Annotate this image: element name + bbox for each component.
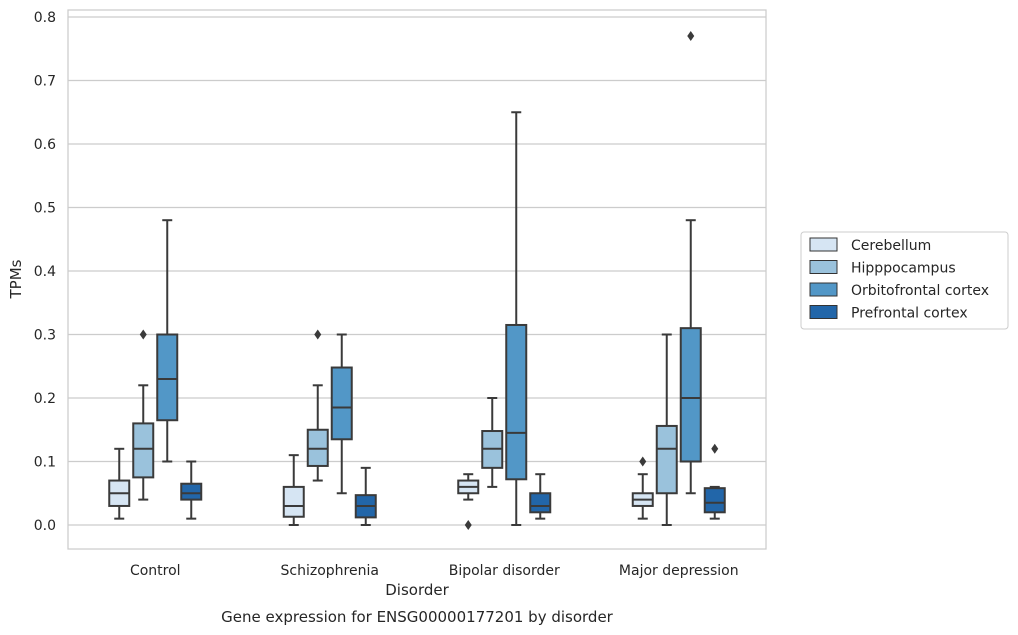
y-tick-label: 0.5 bbox=[34, 201, 56, 217]
y-tick-label: 0.8 bbox=[34, 10, 56, 26]
box-1-0 bbox=[133, 330, 153, 500]
box-3-1 bbox=[356, 468, 376, 525]
box-0-3 bbox=[633, 457, 653, 519]
legend-label: Prefrontal cortex bbox=[851, 306, 968, 322]
iqr-box bbox=[681, 328, 701, 461]
legend: Cerebellum Hipppocampus Orbitofrontal cort… bbox=[801, 232, 1008, 329]
y-tick-label: 0.2 bbox=[34, 391, 56, 407]
x-axis-ticks: Control Schizophrenia Bipolar disorder Majo… bbox=[130, 563, 739, 579]
iqr-box bbox=[332, 368, 352, 440]
legend-label: Hipppocampus bbox=[851, 261, 956, 277]
y-tick-label: 0.6 bbox=[34, 137, 56, 153]
box-2-2 bbox=[506, 112, 526, 525]
iqr-box bbox=[506, 325, 526, 479]
box-0-1 bbox=[284, 455, 304, 525]
box-3-3 bbox=[705, 444, 725, 519]
x-tick-label: Control bbox=[130, 563, 181, 579]
iqr-box bbox=[705, 488, 725, 512]
y-tick-label: 0.4 bbox=[34, 264, 56, 280]
outlier-point bbox=[140, 330, 147, 340]
x-tick-label: Major depression bbox=[619, 563, 739, 579]
outlier-point bbox=[639, 457, 646, 467]
legend-label: Cerebellum bbox=[851, 238, 931, 254]
y-tick-label: 0.3 bbox=[34, 328, 56, 344]
box-3-2 bbox=[530, 474, 550, 518]
legend-label: Orbitofrontal cortex bbox=[851, 283, 989, 299]
outlier-point bbox=[314, 330, 321, 340]
x-tick-label: Bipolar disorder bbox=[449, 563, 560, 579]
iqr-box bbox=[133, 423, 153, 477]
legend-swatch bbox=[810, 283, 837, 296]
box-2-3 bbox=[681, 31, 701, 493]
box-1-2 bbox=[482, 398, 502, 487]
box-1-3 bbox=[657, 335, 677, 526]
y-axis-ticks: 0.0 0.1 0.2 0.3 0.4 0.5 0.6 0.7 0.8 bbox=[34, 10, 56, 534]
y-tick-label: 0.1 bbox=[34, 455, 56, 471]
box-2-1 bbox=[332, 335, 352, 494]
iqr-box bbox=[181, 484, 201, 500]
outlier-point bbox=[687, 31, 694, 41]
x-axis-title: Disorder bbox=[385, 581, 449, 599]
iqr-box bbox=[530, 493, 550, 512]
legend-swatch bbox=[810, 306, 837, 319]
iqr-box bbox=[657, 426, 677, 493]
box-2-0 bbox=[157, 220, 177, 461]
outlier-point bbox=[465, 520, 472, 530]
chart-caption: Gene expression for ENSG00000177201 by d… bbox=[221, 608, 614, 626]
legend-swatch bbox=[810, 238, 837, 251]
box-series bbox=[109, 31, 725, 530]
y-tick-label: 0.0 bbox=[34, 518, 56, 534]
iqr-box bbox=[284, 487, 304, 517]
box-0-2 bbox=[458, 474, 478, 530]
legend-swatch bbox=[810, 261, 837, 274]
x-tick-label: Schizophrenia bbox=[281, 563, 379, 579]
y-axis-title: TPMs bbox=[7, 259, 25, 299]
iqr-box bbox=[157, 335, 177, 421]
box-1-1 bbox=[308, 330, 328, 481]
boxplot-chart: 0.0 0.1 0.2 0.3 0.4 0.5 0.6 0.7 0.8 Control Schiz… bbox=[0, 0, 1018, 635]
outlier-point bbox=[711, 444, 718, 454]
box-3-0 bbox=[181, 462, 201, 519]
y-tick-label: 0.7 bbox=[34, 74, 56, 90]
box-0-0 bbox=[109, 449, 129, 519]
